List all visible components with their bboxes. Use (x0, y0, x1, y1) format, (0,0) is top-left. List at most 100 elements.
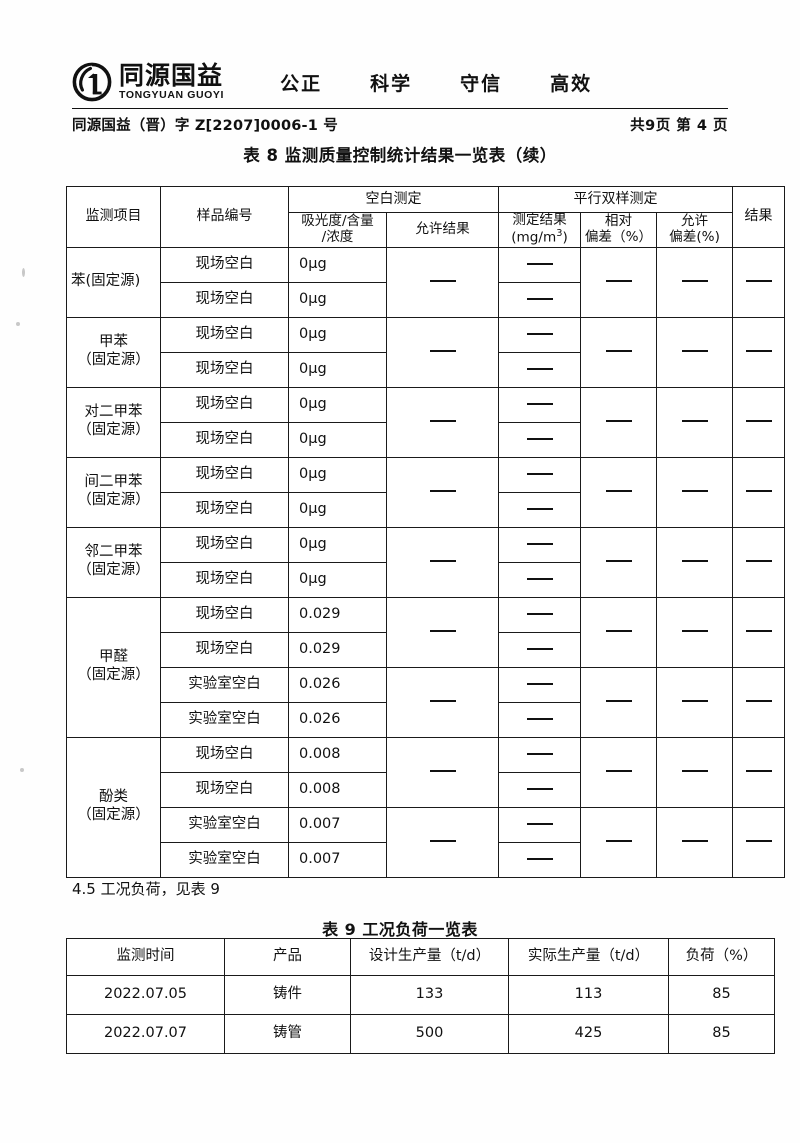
monitor-item-cell: 间二甲苯 （固定源） (66, 456, 161, 528)
sample-number-cell: 实验室空白 (160, 806, 289, 843)
em-dash-mark (526, 507, 553, 510)
em-dash-mark (605, 350, 632, 353)
em-dash-mark (429, 350, 456, 353)
col-allow-result: 允许结果 (386, 212, 499, 248)
em-dash-mark (681, 770, 708, 773)
allow-deviation-cell (655, 316, 734, 388)
em-dash-mark (605, 560, 632, 563)
absorbance-value-cell: 0μg (288, 491, 387, 528)
slogan-item: 高效 (550, 72, 593, 95)
em-dash-mark (745, 350, 772, 353)
absorbance-value-cell: 0.026 (288, 701, 387, 738)
col-absorbance-line1: 吸光度/含量 (301, 213, 374, 230)
table-row: 实验室空白 0.026 (67, 701, 785, 738)
monitor-item-cell: 对二甲苯 （固定源） (66, 386, 161, 458)
measured-result-cell (498, 316, 581, 353)
col-allowdev-line1: 允许 (680, 213, 709, 230)
em-dash-mark (526, 752, 553, 755)
em-dash-mark (605, 420, 632, 423)
monitor-item-line1: 苯(固定源) (71, 273, 141, 290)
em-dash-mark (526, 437, 553, 440)
table9-cell: 85 (668, 975, 775, 1015)
em-dash-mark (429, 700, 456, 703)
measured-result-cell (498, 386, 581, 423)
em-dash-mark (526, 647, 553, 650)
monitor-item-cell: 邻二甲苯 （固定源） (66, 526, 161, 598)
sample-number-cell: 现场空白 (160, 596, 289, 633)
sample-number-cell: 现场空白 (160, 771, 289, 808)
table9-cell: 铸件 (224, 975, 351, 1015)
em-dash-mark (605, 490, 632, 493)
logo-mark-icon (72, 62, 112, 102)
table-row: 对二甲苯 （固定源） 现场空白 0μg (66, 386, 786, 458)
page-indicator: 共9页 第 4 页 (630, 118, 728, 134)
result-cell (732, 806, 786, 878)
absorbance-value-cell: 0.008 (288, 771, 387, 808)
em-dash-mark (745, 420, 772, 423)
em-dash-mark (526, 577, 553, 580)
table9-column-header: 设计生产量（t/d） (350, 938, 509, 976)
em-dash-mark (526, 402, 553, 405)
table9-head: 监测时间 产品 设计生产量（t/d） 实际生产量（t/d） 负荷（%） (66, 938, 775, 976)
em-dash-mark (681, 490, 708, 493)
allow-result-cell (386, 386, 499, 458)
slogan-item: 守信 (460, 72, 503, 95)
em-dash-mark (681, 700, 708, 703)
measured-result-cell (498, 351, 581, 388)
em-dash-mark (605, 700, 632, 703)
relative-deviation-cell (580, 246, 657, 318)
result-cell (732, 526, 786, 598)
measured-result-cell (498, 701, 581, 738)
table-row: 邻二甲苯 （固定源） 现场空白 0μg (66, 526, 786, 598)
section-4-5-label: 4.5 工况负荷，见表 9 (72, 880, 220, 898)
table-row: 实验室空白 0.007 (67, 806, 786, 878)
table8-head: 监测项目 样品编号 空白测定 平行双样测定 结果 吸光度/含量 /浓度 允许结果… (66, 186, 786, 248)
table9-column-header: 负荷（%） (668, 938, 775, 976)
table9-column-header: 监测时间 (66, 938, 225, 976)
sample-number-cell: 现场空白 (160, 281, 289, 318)
sample-number-cell: 现场空白 (160, 386, 289, 423)
sample-number-cell: 现场空白 (160, 491, 289, 528)
allow-deviation-cell (655, 456, 734, 528)
allow-result-cell (386, 456, 499, 528)
em-dash-mark (745, 770, 772, 773)
sample-number-cell: 实验室空白 (160, 666, 289, 703)
em-dash-mark (745, 280, 772, 283)
allow-result-cell (386, 806, 499, 878)
logo-english-name: TONGYUAN GUOYI (119, 89, 225, 102)
allow-deviation-cell (655, 666, 734, 738)
sample-number-cell: 现场空白 (160, 526, 289, 563)
absorbance-value-cell: 0μg (288, 526, 387, 563)
result-cell (732, 316, 786, 388)
table-row: 现场空白 0.008 (67, 771, 785, 808)
monitor-item-line2: （固定源） (77, 422, 150, 438)
col-allowdev-line2: 偏差(%) (669, 228, 720, 245)
monitor-item-line1: 甲苯 (99, 334, 128, 351)
table9-body: 2022.07.05 铸件 133 113 85 2022.07.07 铸管 500 425 85 (66, 975, 775, 1054)
result-cell (732, 666, 786, 738)
monitor-item-cell: 甲苯 （固定源） (66, 316, 161, 388)
table9-cell: 2022.07.07 (66, 1014, 225, 1054)
em-dash-mark (526, 822, 553, 825)
em-dash-mark (429, 280, 456, 283)
measured-result-cell (498, 456, 581, 493)
table-row: 甲醛 （固定源） 现场空白 0.029 (66, 596, 786, 738)
col-absorbance: 吸光度/含量 /浓度 (288, 212, 387, 248)
document-header: 同源国益 TONGYUAN GUOYI 公正 科学 守信 高效 (72, 56, 728, 108)
col-result: 结果 (732, 186, 786, 248)
table9-cell: 85 (668, 1014, 775, 1054)
em-dash-mark (429, 840, 456, 843)
monitor-item-line1: 间二甲苯 (84, 474, 143, 491)
monitor-item-line1: 甲醛 (99, 649, 128, 666)
sample-number-cell: 现场空白 (160, 316, 289, 353)
sample-number-cell: 现场空白 (160, 561, 289, 598)
absorbance-value-cell: 0μg (288, 246, 387, 283)
em-dash-mark (526, 367, 553, 370)
quality-control-table: 监测项目 样品编号 空白测定 平行双样测定 结果 吸光度/含量 /浓度 允许结果… (66, 186, 786, 878)
table-row: 实验室空白 0.007 (67, 841, 785, 878)
result-cell (732, 386, 786, 458)
measured-result-cell (498, 561, 581, 598)
sample-number-cell: 现场空白 (160, 246, 289, 283)
em-dash-mark (745, 840, 772, 843)
em-dash-mark (745, 700, 772, 703)
